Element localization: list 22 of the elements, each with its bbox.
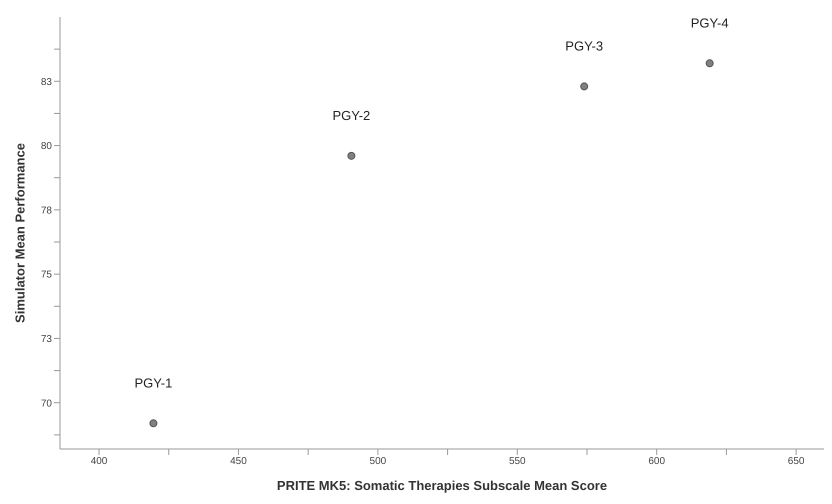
point xyxy=(347,152,356,160)
y-tick-label: 78 xyxy=(40,205,52,216)
y-tick-label: 73 xyxy=(40,334,52,345)
x-tick-label: 450 xyxy=(230,456,248,468)
x-tick-label: 600 xyxy=(648,456,666,468)
x-tick-label: 500 xyxy=(370,456,387,468)
x-tick-label: 550 xyxy=(508,456,526,468)
annotation: PGY-4 xyxy=(690,15,729,30)
x-tick-label: 400 xyxy=(90,456,108,468)
x-axis-title: PRITE MK5: Somatic Therapies Subscale Mean Score xyxy=(276,478,608,493)
y-tick-label: 70 xyxy=(40,398,52,410)
x-tick-label: 650 xyxy=(788,456,805,468)
point xyxy=(580,82,588,90)
annotation: PGY-3 xyxy=(565,38,604,54)
y-tick-label: 75 xyxy=(40,270,52,281)
annotation: PGY-1 xyxy=(134,375,172,390)
y-axis-title: Simulator Mean Performance xyxy=(12,143,28,323)
annotation: PGY-2 xyxy=(332,108,370,123)
point xyxy=(149,419,158,428)
y-tick-label: 80 xyxy=(40,141,52,152)
y-tick-label: 83 xyxy=(40,76,52,88)
point xyxy=(706,59,714,68)
